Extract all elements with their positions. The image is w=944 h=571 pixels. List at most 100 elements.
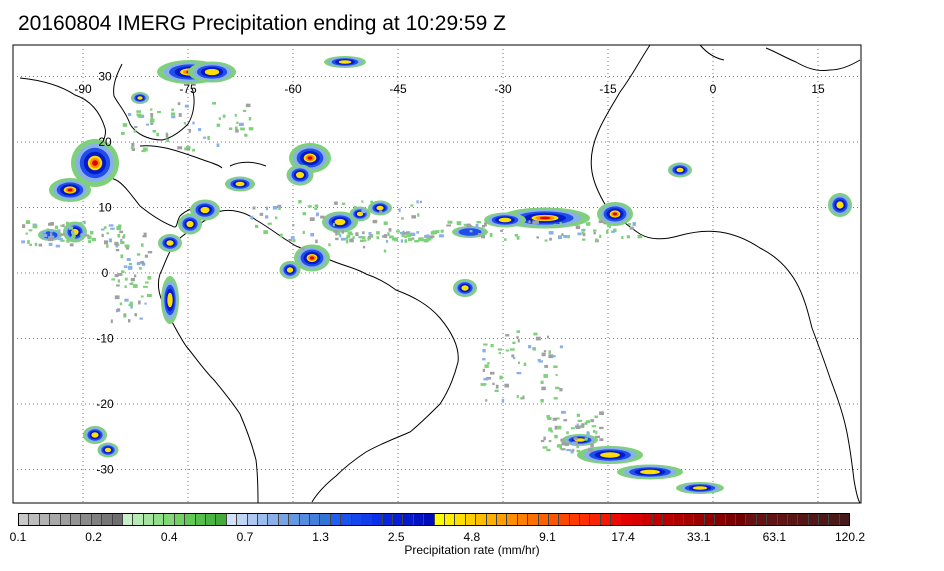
colorbar-swatch bbox=[372, 514, 383, 525]
rain-speckle bbox=[546, 335, 549, 339]
rain-speckle bbox=[125, 247, 130, 250]
rain-speckle bbox=[557, 425, 562, 430]
rain-speckle bbox=[599, 438, 604, 442]
rain-speckle bbox=[124, 298, 129, 302]
rain-speckle bbox=[156, 110, 161, 114]
rain-speckle bbox=[103, 226, 107, 229]
rain-speckle bbox=[411, 215, 417, 219]
colorbar-swatch bbox=[19, 514, 30, 525]
rain-speckle bbox=[489, 371, 495, 375]
rain-speckle bbox=[333, 230, 339, 233]
rain-speckle bbox=[581, 423, 585, 427]
rain-speckle bbox=[339, 234, 342, 238]
rain-speckle bbox=[561, 441, 567, 446]
rain-speckle bbox=[629, 226, 634, 230]
rain-speckle bbox=[482, 358, 486, 361]
colorbar-swatch bbox=[548, 514, 560, 525]
colorbar-swatch bbox=[351, 514, 362, 525]
rain-speckle bbox=[533, 332, 538, 336]
colorbar-swatch bbox=[413, 514, 425, 525]
rain-speckle bbox=[540, 398, 544, 403]
rain-speckle bbox=[332, 222, 335, 227]
rain-speckle bbox=[542, 446, 548, 449]
rain-speckle bbox=[503, 238, 507, 241]
rain-speckle bbox=[572, 222, 578, 226]
rain-speckle bbox=[553, 397, 558, 400]
rain-speckle bbox=[343, 230, 349, 233]
rain-cell bbox=[600, 452, 620, 458]
rain-speckle bbox=[146, 123, 149, 126]
rain-speckle bbox=[29, 243, 33, 247]
rain-speckle bbox=[606, 230, 609, 234]
colorbar-swatch bbox=[226, 514, 238, 525]
rain-speckle bbox=[307, 205, 312, 208]
rain-speckle bbox=[118, 273, 123, 276]
rain-speckle bbox=[78, 222, 83, 227]
rain-speckle bbox=[242, 109, 247, 113]
rain-speckle bbox=[361, 236, 366, 240]
rain-speckle bbox=[482, 349, 486, 353]
colorbar-swatch bbox=[60, 514, 71, 525]
rain-speckle bbox=[136, 110, 141, 113]
rain-speckle bbox=[143, 285, 148, 288]
rain-speckle bbox=[139, 317, 143, 320]
rain-speckle bbox=[134, 126, 138, 129]
rain-speckle bbox=[628, 223, 632, 226]
rain-speckle bbox=[89, 230, 94, 235]
rain-speckle bbox=[475, 223, 479, 228]
rain-speckle bbox=[346, 239, 349, 244]
rain-speckle bbox=[557, 444, 562, 448]
rain-speckle bbox=[123, 313, 127, 318]
colorbar-swatch bbox=[164, 514, 175, 525]
rain-speckle bbox=[60, 239, 65, 242]
rain-speckle bbox=[127, 265, 133, 270]
rain-speckle bbox=[546, 448, 551, 452]
rain-cell bbox=[461, 285, 469, 291]
rain-speckle bbox=[54, 225, 58, 229]
rain-speckle bbox=[483, 383, 487, 386]
rain-speckle bbox=[123, 313, 127, 316]
rain-speckle bbox=[114, 241, 119, 246]
colorbar-swatch bbox=[403, 514, 414, 525]
rain-speckle bbox=[361, 209, 366, 214]
rain-speckle bbox=[555, 386, 560, 390]
rain-speckle bbox=[178, 113, 182, 117]
rain-speckle bbox=[50, 222, 54, 226]
rain-speckle bbox=[389, 235, 394, 239]
rain-speckle bbox=[401, 217, 404, 220]
rain-speckle bbox=[248, 117, 252, 121]
colorbar-swatch bbox=[50, 514, 61, 525]
rain-cell bbox=[67, 188, 73, 192]
rain-speckle bbox=[21, 224, 26, 228]
rain-speckle bbox=[570, 449, 574, 454]
rain-speckle bbox=[149, 118, 155, 123]
rain-speckle bbox=[110, 227, 115, 230]
rain-speckle bbox=[111, 278, 116, 281]
longitude-label: 15 bbox=[811, 82, 825, 96]
rain-speckle bbox=[481, 224, 486, 228]
graticule bbox=[13, 45, 861, 503]
rain-cell bbox=[338, 60, 352, 64]
rain-speckle bbox=[576, 423, 579, 426]
colorbar-swatch bbox=[154, 514, 165, 525]
rain-speckle bbox=[559, 222, 562, 226]
rain-speckle bbox=[141, 243, 144, 247]
rain-speckle bbox=[512, 341, 516, 345]
rain-speckle bbox=[501, 398, 505, 403]
rain-speckle bbox=[142, 235, 147, 238]
rain-speckle bbox=[254, 224, 259, 228]
colorbar-swatch bbox=[735, 514, 747, 525]
rain-speckle bbox=[490, 344, 494, 348]
rain-speckle bbox=[279, 233, 283, 238]
rain-speckle bbox=[613, 228, 617, 231]
rain-speckle bbox=[115, 248, 120, 252]
rain-speckle bbox=[337, 232, 341, 236]
colorbar-swatch bbox=[257, 514, 269, 525]
rain-speckle bbox=[38, 243, 43, 247]
colorbar-swatch bbox=[652, 514, 664, 525]
rain-speckle bbox=[477, 232, 481, 236]
colorbar-swatch bbox=[725, 514, 736, 525]
rain-speckle bbox=[388, 228, 392, 232]
rain-speckle bbox=[119, 302, 123, 306]
rain-speckle bbox=[566, 431, 569, 435]
